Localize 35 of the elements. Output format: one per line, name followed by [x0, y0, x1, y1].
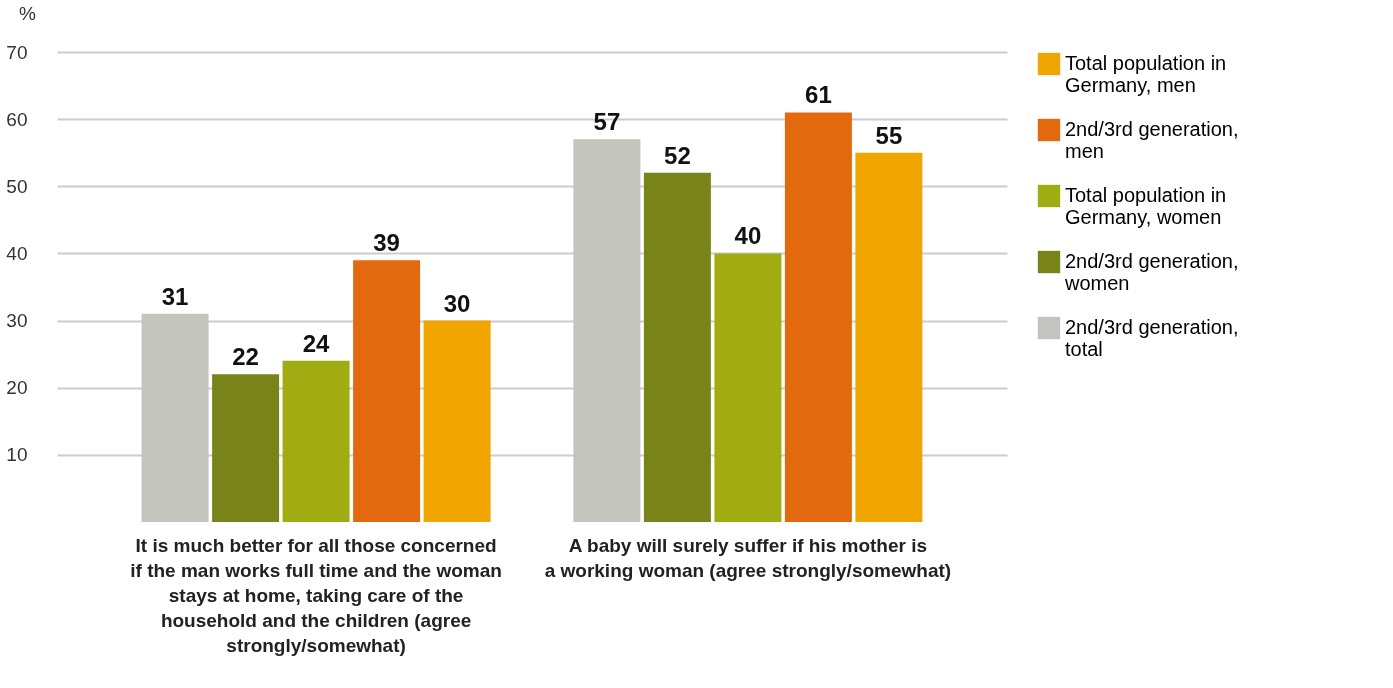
- legend-label: 2nd/3rd generation, men: [1065, 118, 1239, 162]
- bar: [714, 253, 782, 522]
- bar: [423, 320, 491, 522]
- y-tick-label: 40: [6, 242, 28, 264]
- legend-label: Total population in Germany, men: [1065, 52, 1227, 96]
- legend-label: Total population in Germany, women: [1065, 184, 1227, 228]
- bar: [282, 360, 350, 522]
- data-label: 31: [161, 282, 189, 310]
- y-tick-label: 60: [6, 108, 28, 130]
- bar: [855, 152, 923, 522]
- data-label: 57: [593, 108, 621, 136]
- bar: [643, 172, 711, 522]
- data-label: 61: [805, 81, 832, 109]
- data-label: 52: [664, 141, 691, 169]
- legend-label: 2nd/3rd generation, total: [1065, 316, 1239, 360]
- data-label: 22: [232, 343, 259, 371]
- y-tick-label: 30: [6, 310, 28, 332]
- x-tick-label: It is much better for all those concerned if the man works full time and the woman stays at home, taking care of the household and the children (agree strongly/somewhat): [130, 534, 502, 656]
- x-tick-label: A baby will surely suffer if his mother is a working woman (agree strongly/somewhat): [544, 534, 952, 581]
- bar: [784, 112, 852, 522]
- bar: [212, 374, 280, 522]
- bar: [573, 139, 641, 522]
- data-label: 39: [373, 229, 400, 257]
- data-label: 40: [734, 222, 762, 250]
- y-axis-title: %: [19, 3, 36, 24]
- data-label: 24: [302, 329, 331, 357]
- data-label: 55: [875, 121, 903, 149]
- bar: [141, 313, 209, 522]
- y-tick-label: 70: [6, 41, 28, 63]
- bar: [353, 260, 421, 522]
- data-label: 30: [443, 289, 471, 317]
- legend-label: 2nd/3rd generation, women: [1064, 250, 1239, 294]
- y-tick-label: 50: [6, 175, 28, 197]
- y-tick-label: 20: [6, 377, 28, 399]
- y-tick-label: 10: [6, 444, 28, 466]
